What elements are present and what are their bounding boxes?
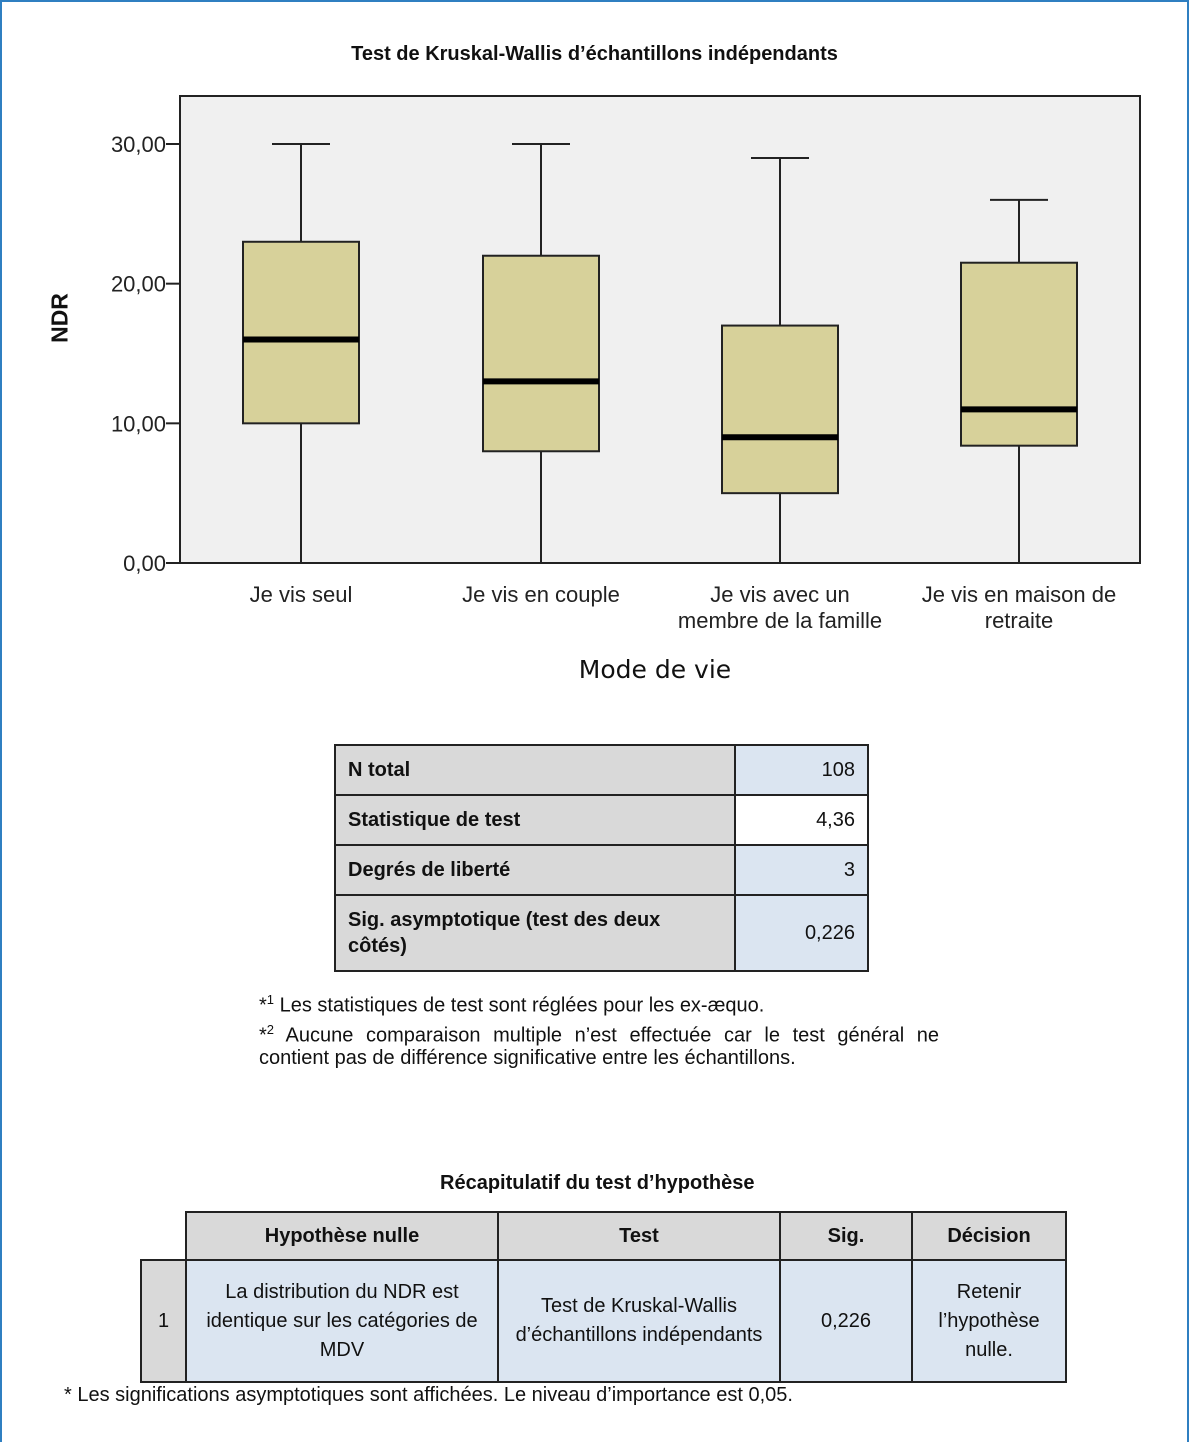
stats-row-n-total: N total 108 <box>334 744 869 796</box>
summary-row-index: 1 <box>140 1259 187 1383</box>
chart-title: Test de Kruskal-Wallis d’échantillons in… <box>351 43 838 65</box>
y-tick-label: 30,00 <box>111 132 166 157</box>
summary-header-decision: Décision <box>911 1211 1067 1261</box>
note-1: *1 Les statistiques de test sont réglées… <box>259 988 939 1018</box>
stats-row-asymptotic-sig: Sig. asymptotique (test des deux côtés) … <box>334 894 869 972</box>
x-tick-label-line: Je vis seul <box>250 582 353 607</box>
x-tick-label: Je vis en maison de retraite <box>922 582 1116 633</box>
stats-value: 0,226 <box>734 894 869 972</box>
box-4 <box>960 198 1078 564</box>
y-tick-label: 0,00 <box>123 551 166 576</box>
x-tick-label: Je vis en couple <box>462 582 620 607</box>
hypothesis-summary-table: Hypothèse nulle Test Sig. Décision 1 La … <box>140 1211 1067 1383</box>
summary-header-hypothesis: Hypothèse nulle <box>185 1211 499 1261</box>
summary-row-sig: 0,226 <box>779 1259 913 1383</box>
box-iqr <box>960 261 1078 447</box>
x-tick-label-line: membre de la famille <box>678 608 882 633</box>
summary-header-row: Hypothèse nulle Test Sig. Décision <box>141 1211 1067 1261</box>
note-text: Les statistiques de test sont réglées po… <box>274 994 765 1017</box>
summary-row: 1 La distribution du NDR est identique s… <box>140 1259 1067 1383</box>
box-iqr <box>721 324 839 495</box>
boxes <box>242 143 1078 564</box>
x-tick-label-line: Je vis en couple <box>462 582 620 607</box>
box-2 <box>482 143 600 564</box>
summary-row-hypothesis: La distribution du NDR est identique sur… <box>185 1259 499 1383</box>
x-tick-label: Je vis seul <box>250 582 353 607</box>
x-tick-label-line: Je vis en maison de <box>922 582 1116 607</box>
y-tick-label: 10,00 <box>111 411 166 436</box>
y-tick-label: 20,00 <box>111 272 166 297</box>
stats-label: Statistique de test <box>334 794 736 846</box>
boxplot-chart: 0,00 10,00 20,00 30,00 Je vis seul Je vis en… <box>111 95 1141 633</box>
box-iqr <box>482 254 600 453</box>
stats-row-test-statistic: Statistique de test 4,36 <box>334 794 869 846</box>
summary-corner-cell <box>141 1212 187 1261</box>
note-marker: * <box>259 994 267 1017</box>
note-text: Aucune comparaison multiple n’est effect… <box>259 1024 939 1070</box>
stats-row-degrees-freedom: Degrés de liberté 3 <box>334 844 869 896</box>
note-marker: * <box>259 1024 267 1047</box>
x-tick-label-line: Je vis avec un <box>710 582 849 607</box>
stats-table: N total 108 Statistique de test 4,36 Deg… <box>334 744 869 972</box>
note-2: *2 Aucune comparaison multiple n’est eff… <box>259 1018 939 1071</box>
box-3 <box>721 156 839 564</box>
summary-header-test: Test <box>497 1211 781 1261</box>
summary-row-test: Test de Kruskal-Wallis d’échantillons in… <box>497 1259 781 1383</box>
stats-label: N total <box>334 744 736 796</box>
stats-label: Sig. asymptotique (test des deux côtés) <box>334 894 736 972</box>
stats-value: 3 <box>734 844 869 896</box>
box-iqr <box>242 240 360 425</box>
note-superscript: 2 <box>266 1021 275 1037</box>
stats-label: Degrés de liberté <box>334 844 736 896</box>
stats-value: 108 <box>734 744 869 796</box>
y-axis-title: NDR <box>46 293 73 343</box>
stats-value: 4,36 <box>734 794 869 846</box>
note-superscript: 1 <box>266 992 275 1007</box>
x-tick-label-line: retraite <box>985 608 1053 633</box>
y-axis: 0,00 10,00 20,00 30,00 <box>111 132 180 576</box>
x-axis-labels: Je vis seul Je vis en couple Je vis avec u… <box>250 582 1117 633</box>
summary-header-sig: Sig. <box>779 1211 913 1261</box>
notes: *1 Les statistiques de test sont réglées… <box>259 988 939 1070</box>
summary-row-decision: Retenir l’hypothèse nulle. <box>911 1259 1067 1383</box>
summary-title: Récapitulatif du test d’hypothèse <box>440 1172 755 1194</box>
x-axis-title: Mode de vie <box>578 655 732 684</box>
x-tick-label: Je vis avec un membre de la famille <box>678 582 882 633</box>
footnote: * Les significations asymptotiques sont … <box>64 1384 793 1406</box>
box-1 <box>242 143 360 564</box>
